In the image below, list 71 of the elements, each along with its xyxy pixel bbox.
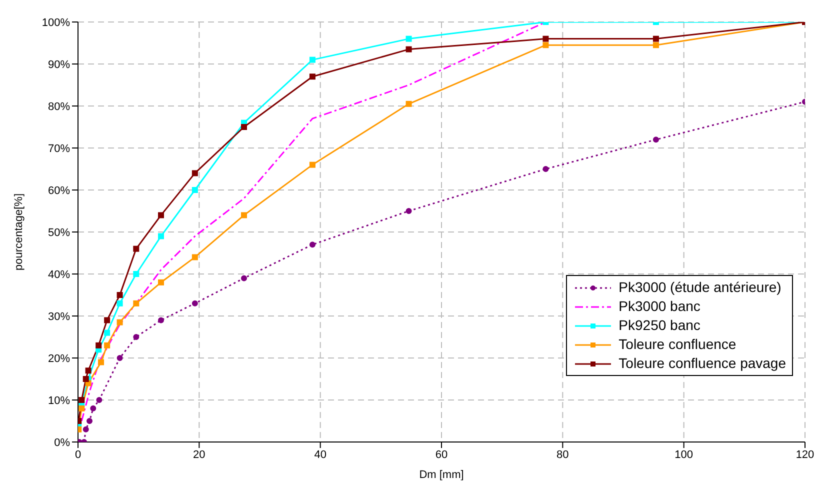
point bbox=[133, 246, 140, 252]
legend-label: Pk3000 banc bbox=[618, 297, 700, 316]
point bbox=[116, 292, 123, 298]
point bbox=[104, 342, 110, 348]
y-tick-label: 50% bbox=[48, 226, 70, 239]
point bbox=[104, 317, 110, 324]
point bbox=[86, 418, 93, 424]
point bbox=[652, 42, 659, 48]
point bbox=[82, 376, 89, 382]
point bbox=[158, 317, 164, 324]
y-tick-label: 90% bbox=[48, 58, 70, 71]
point bbox=[82, 426, 89, 432]
y-tick-label: 30% bbox=[48, 310, 70, 323]
point bbox=[542, 36, 549, 42]
y-tick-label: 40% bbox=[48, 268, 70, 281]
x-tick-label: 60 bbox=[435, 448, 448, 461]
point bbox=[542, 42, 549, 48]
point bbox=[241, 212, 247, 218]
x-tick-label: 40 bbox=[314, 448, 326, 461]
point bbox=[96, 397, 102, 403]
x-tick-label: 100 bbox=[674, 448, 694, 461]
point bbox=[192, 300, 198, 306]
point bbox=[652, 136, 659, 143]
point bbox=[78, 397, 85, 403]
legend-label: Pk3000 (étude antérieure) bbox=[618, 278, 782, 297]
point bbox=[158, 233, 164, 240]
point bbox=[116, 300, 123, 306]
y-tick-label: 80% bbox=[48, 100, 70, 113]
point bbox=[652, 36, 659, 42]
x-tick-label: 20 bbox=[193, 448, 206, 461]
y-tick-label: 0% bbox=[54, 436, 70, 449]
x-tick-label: 80 bbox=[556, 448, 569, 461]
point bbox=[406, 46, 412, 52]
point bbox=[406, 100, 412, 107]
y-tick-label: 20% bbox=[48, 352, 70, 365]
y-tick-label: 10% bbox=[48, 394, 70, 407]
y-tick-label: 60% bbox=[48, 184, 70, 197]
y-axis-title: pourcentage[%] bbox=[12, 193, 25, 271]
point bbox=[85, 368, 92, 374]
point bbox=[116, 355, 123, 361]
point bbox=[133, 334, 140, 340]
x-tick-label: 0 bbox=[74, 448, 82, 461]
point bbox=[309, 56, 316, 63]
point bbox=[158, 279, 164, 286]
x-axis-title: Dm [mm] bbox=[419, 469, 464, 481]
point bbox=[96, 342, 102, 348]
y-tick-label: 70% bbox=[48, 142, 70, 155]
point bbox=[104, 330, 110, 336]
point bbox=[133, 300, 140, 306]
x-tick-label: 120 bbox=[796, 448, 814, 461]
point bbox=[192, 187, 198, 193]
point bbox=[192, 170, 198, 176]
point bbox=[309, 162, 316, 168]
legend-label: Toleure confluence bbox=[618, 335, 736, 354]
point bbox=[158, 212, 164, 218]
y-tick-label: 100% bbox=[42, 16, 70, 29]
point bbox=[309, 74, 316, 80]
legend-label: Toleure confluence pavage bbox=[618, 354, 786, 373]
point bbox=[98, 359, 104, 366]
point bbox=[133, 271, 140, 277]
point bbox=[309, 242, 316, 248]
point bbox=[406, 208, 412, 214]
point bbox=[241, 275, 247, 282]
point bbox=[192, 254, 198, 260]
point bbox=[116, 319, 123, 326]
point bbox=[542, 166, 549, 172]
point bbox=[406, 36, 412, 42]
legend-label: Pk9250 banc bbox=[618, 316, 700, 335]
point bbox=[78, 405, 85, 412]
point bbox=[90, 405, 96, 412]
point bbox=[241, 124, 247, 130]
